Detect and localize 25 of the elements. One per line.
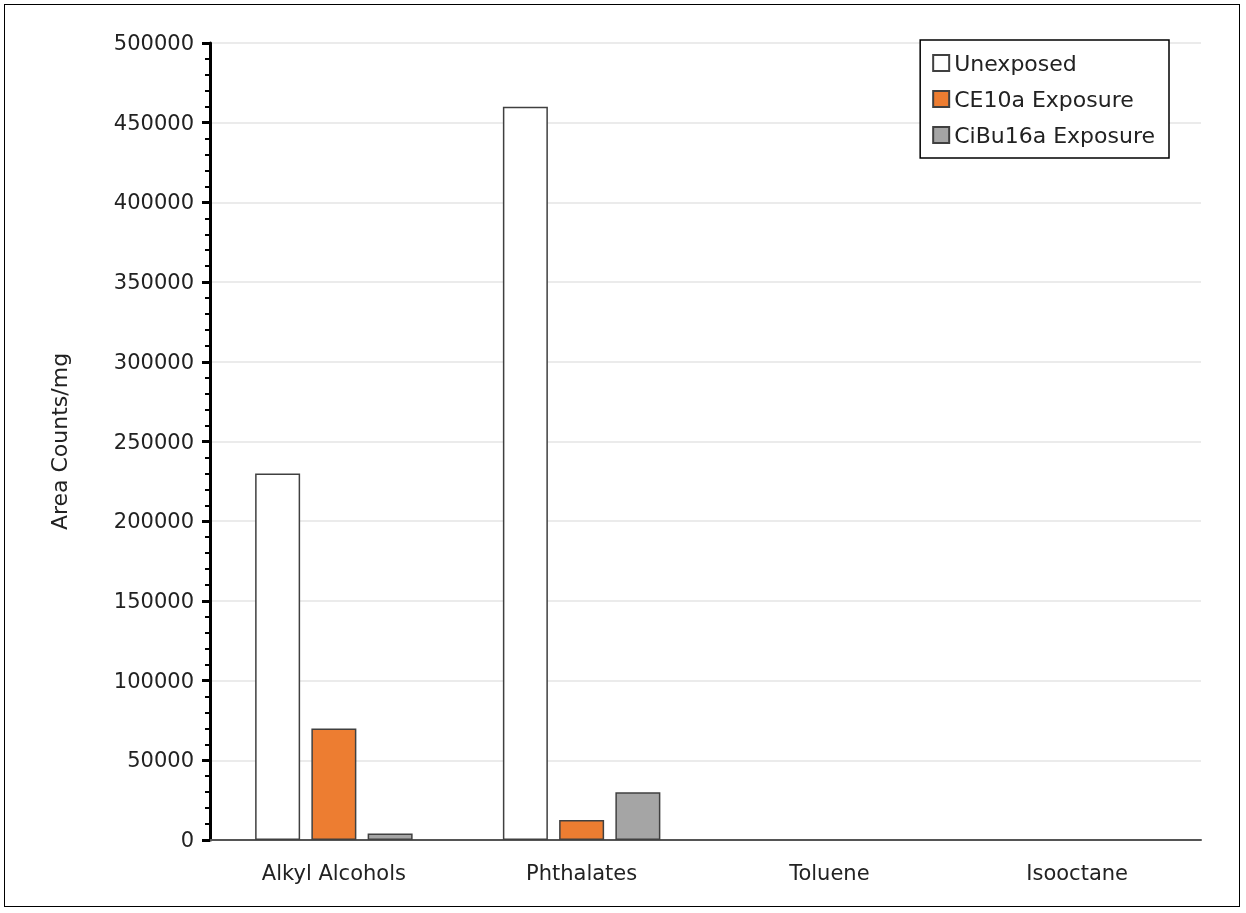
y-tick-label: 250000 [113,429,194,454]
bar [367,833,413,840]
x-tick-label: Isooctane [1026,860,1128,885]
y-tick-label: 150000 [113,588,194,613]
y-tick-label: 0 [180,828,194,852]
x-tick-label: Toluene [788,860,870,885]
y-tick-label: 450000 [113,110,194,135]
y-tick-label: 300000 [113,349,194,374]
y-tick-label: 50000 [127,748,194,773]
y-tick-label: 100000 [113,668,194,693]
y-tick-label: 200000 [113,509,194,534]
y-tick-label: 350000 [113,270,194,295]
y-tick-label: 400000 [113,190,194,215]
bar [255,473,301,840]
bar [615,792,661,840]
y-axis-title: Area Counts/mg [46,352,72,531]
bar [311,728,357,840]
legend-label: CiBu16a Exposure [954,122,1155,148]
legend-label: Unexposed [954,50,1077,76]
bar [502,106,548,840]
legend-label: CE10a Exposure [954,86,1134,112]
x-tick-label: Phthalates [526,860,638,885]
x-tick-label: Alkyl Alcohols [261,860,406,885]
y-tick-label: 500000 [113,31,194,55]
bar [559,820,605,840]
